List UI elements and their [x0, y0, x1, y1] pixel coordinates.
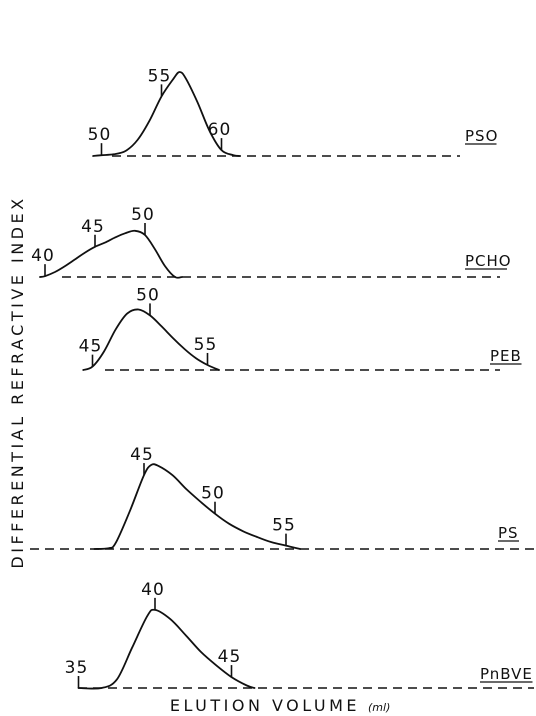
curve-pcho: [39, 229, 183, 279]
tick-label: 50: [201, 484, 225, 504]
x-axis-label: ELUTION VOLUME: [170, 696, 360, 715]
tick-label: 50: [88, 125, 112, 145]
tick-label: 50: [136, 285, 160, 305]
tick-label: 55: [194, 335, 218, 355]
tick-label: 40: [141, 580, 165, 600]
series-name: PnBVE: [480, 665, 533, 683]
x-axis-unit: (ml): [368, 701, 390, 714]
tick-label: 40: [31, 246, 55, 266]
series-name: PEB: [490, 347, 522, 365]
tick-label: 45: [130, 445, 154, 465]
tick-label: 45: [79, 337, 103, 357]
panel-peb: 45 50 55 PEB: [79, 285, 522, 371]
tick-label: 50: [131, 205, 155, 225]
curve-pso: [92, 71, 241, 157]
tick-label: 45: [218, 647, 242, 667]
tick-label: 55: [148, 66, 172, 86]
tick-label: 45: [81, 217, 105, 237]
tick-label: 55: [272, 516, 296, 536]
panel-pnbve: 35 40 45 PnBVE: [65, 580, 534, 690]
series-name: PS: [498, 524, 519, 542]
panel-pso: 50 55 60 PSO: [88, 66, 498, 157]
y-axis-label: DIFFERENTIAL REFRACTIVE INDEX: [8, 195, 27, 568]
curve-pnbve: [77, 608, 256, 690]
panels: 50 55 60 PSO 40 45 50 PCHO 45 50 55 PEB 45 50 55 PS 35 40…: [30, 66, 534, 690]
panel-ps: 45 50 55 PS: [30, 445, 534, 550]
curve-ps: [93, 463, 302, 550]
series-name: PSO: [465, 127, 498, 145]
panel-pcho: 40 45 50 PCHO: [31, 205, 512, 279]
series-name: PCHO: [465, 252, 512, 270]
tick-label: 35: [65, 658, 89, 678]
tick-label: 60: [208, 120, 232, 140]
